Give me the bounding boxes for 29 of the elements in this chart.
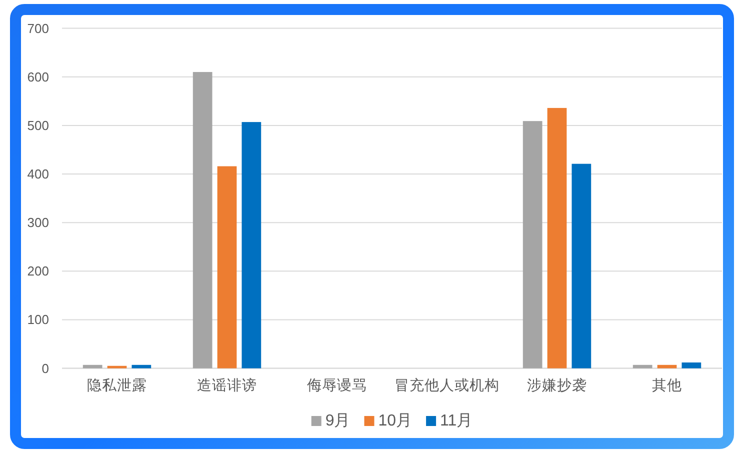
x-tick-label: 隐私泄露	[87, 377, 147, 394]
y-tick-label: 0	[42, 360, 49, 376]
bar	[242, 122, 262, 368]
bar	[572, 164, 592, 368]
y-tick-label: 600	[27, 69, 49, 84]
legend-label: 10月	[378, 412, 412, 430]
legend-label: 11月	[440, 412, 473, 430]
y-tick-label: 700	[27, 20, 49, 36]
x-tick-label: 涉嫌抄袭	[527, 377, 587, 394]
bar	[107, 366, 127, 368]
bar	[522, 121, 542, 368]
bar	[657, 364, 677, 368]
bar	[547, 108, 567, 368]
x-tick-label: 其他	[652, 377, 682, 394]
y-tick-label: 200	[27, 264, 49, 279]
bar	[632, 364, 652, 368]
y-tick-label: 500	[27, 118, 49, 133]
bar	[82, 364, 102, 368]
legend-label: 9月	[325, 412, 350, 430]
bar	[682, 362, 702, 368]
bar	[132, 364, 152, 368]
bar	[192, 72, 212, 368]
bar	[217, 166, 237, 368]
y-tick-label: 400	[27, 166, 49, 182]
y-tick-label: 300	[27, 215, 49, 230]
x-tick-label: 造谣诽谤	[197, 377, 257, 394]
x-tick-label: 冒充他人或机构	[394, 377, 500, 394]
x-tick-label: 侮辱谩骂	[307, 377, 367, 394]
y-tick-label: 100	[27, 312, 49, 328]
